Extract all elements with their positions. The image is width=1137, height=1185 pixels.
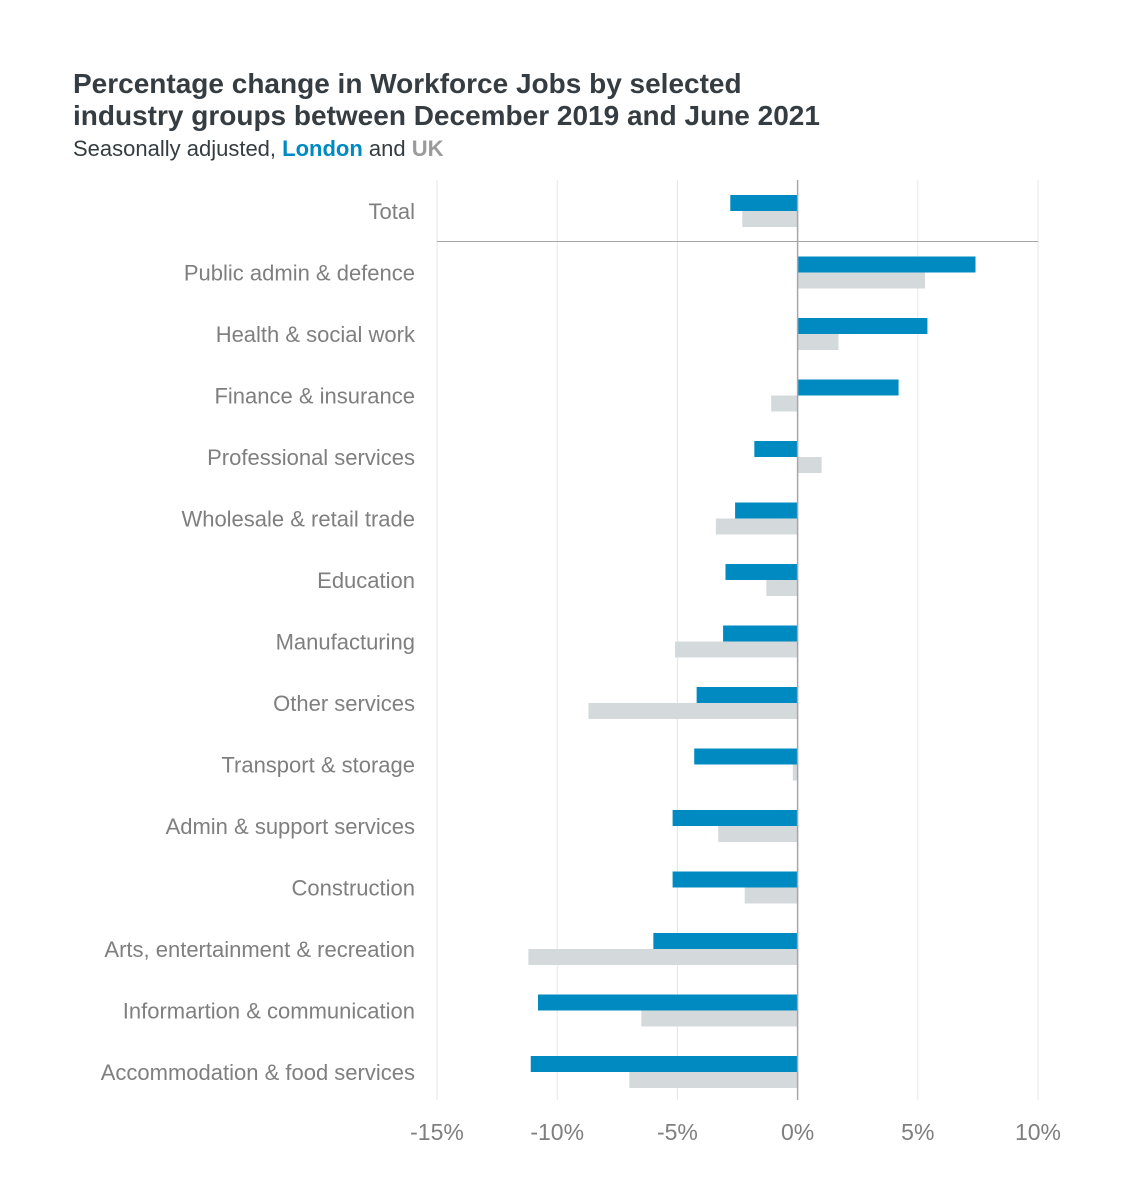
bar-london [730,195,798,211]
bar-london [653,933,798,949]
chart-subtitle: Seasonally adjusted, London and UK [73,136,444,162]
bar-london [725,564,798,580]
bar-uk [797,272,926,289]
title-line-1: Percentage change in Workforce Jobs by s… [73,68,742,99]
bar-uk [674,641,798,658]
category-label: Construction [291,876,415,901]
bar-london [530,1056,798,1072]
x-tick-label: -5% [657,1119,698,1145]
x-tick-label: 5% [901,1119,934,1145]
category-label: Informartion & communication [123,999,415,1024]
x-tick-label: -10% [530,1119,584,1145]
bar-london [672,810,798,826]
category-label: Accommodation & food services [101,1060,415,1085]
bar-london [797,256,976,273]
subtitle-and: and [368,136,406,161]
bar-uk [629,1072,798,1088]
bar-london [723,625,798,642]
chart-title: Percentage change in Workforce Jobs by s… [73,68,1073,132]
category-label: Education [317,568,415,593]
category-label: Arts, entertainment & recreation [104,937,415,962]
bar-uk [744,887,798,904]
bar-london [696,687,798,703]
bar-uk [641,1010,798,1027]
bar-london [672,871,798,888]
subtitle-london: London [282,136,363,161]
bar-london [797,379,899,396]
bar-uk [771,395,798,412]
bar-london [754,441,798,457]
category-label: Wholesale & retail trade [181,507,415,532]
bar-uk [797,457,822,473]
bar-uk [766,580,798,596]
bar-uk [742,211,798,227]
category-label: Other services [273,691,415,716]
category-label: Professional services [207,445,415,470]
x-tick-label: 0% [781,1119,814,1145]
bar-london [735,502,798,519]
category-label: Admin & support services [166,814,415,839]
category-label: Health & social work [216,322,416,347]
bar-uk [797,334,839,350]
x-tick-label: -15% [410,1119,464,1145]
bar-uk [528,949,798,965]
bar-uk [792,764,798,781]
bar-london [537,994,798,1011]
subtitle-uk: UK [411,136,444,161]
category-label: Total [369,199,415,224]
title-line-2: industry groups between December 2019 an… [73,100,820,131]
bar-london [797,318,928,334]
x-tick-label: 10% [1015,1119,1061,1145]
category-label: Finance & insurance [214,384,415,409]
subtitle-prefix: Seasonally adjusted, [73,136,277,161]
bar-uk [715,518,798,535]
bar-london [694,748,798,765]
bar-uk [718,826,798,842]
bar-uk [588,703,798,719]
category-label: Manufacturing [276,630,415,655]
category-label: Public admin & defence [184,261,415,286]
category-label: Transport & storage [221,753,415,778]
